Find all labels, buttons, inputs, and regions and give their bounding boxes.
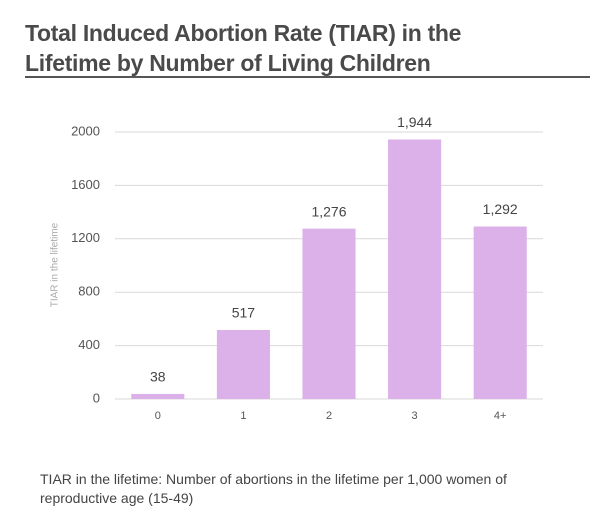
x-tick-label: 0 (155, 410, 161, 422)
title-rule (25, 76, 590, 78)
chart-title: Total Induced Abortion Rate (TIAR) in th… (25, 20, 462, 76)
value-label: 517 (232, 305, 256, 321)
value-label: 1,944 (397, 114, 432, 130)
value-label: 38 (150, 369, 166, 385)
y-tick-label: 1600 (71, 177, 100, 192)
y-tick-label: 1200 (71, 230, 100, 245)
y-tick-label: 400 (78, 337, 100, 352)
y-tick-label: 0 (93, 390, 100, 405)
value-label: 1,276 (311, 203, 346, 219)
bar (388, 139, 442, 399)
y-tick-label: 2000 (71, 123, 100, 138)
bar (302, 228, 356, 399)
value-label: 1,292 (483, 201, 518, 217)
x-tick-label: 4+ (494, 410, 507, 422)
footnote: TIAR in the lifetime: Number of abortion… (40, 471, 507, 506)
chart: TIAR in the lifetime 0 400 800 1200 1600 2000… (50, 114, 543, 422)
y-axis-label: TIAR in the lifetime (50, 222, 61, 307)
x-tick-label: 2 (326, 410, 332, 422)
bar (473, 226, 527, 399)
x-tick-label: 1 (240, 410, 246, 422)
x-tick-label: 3 (412, 410, 418, 422)
bar (216, 329, 270, 399)
y-tick-label: 800 (78, 284, 100, 299)
bar (131, 393, 185, 399)
